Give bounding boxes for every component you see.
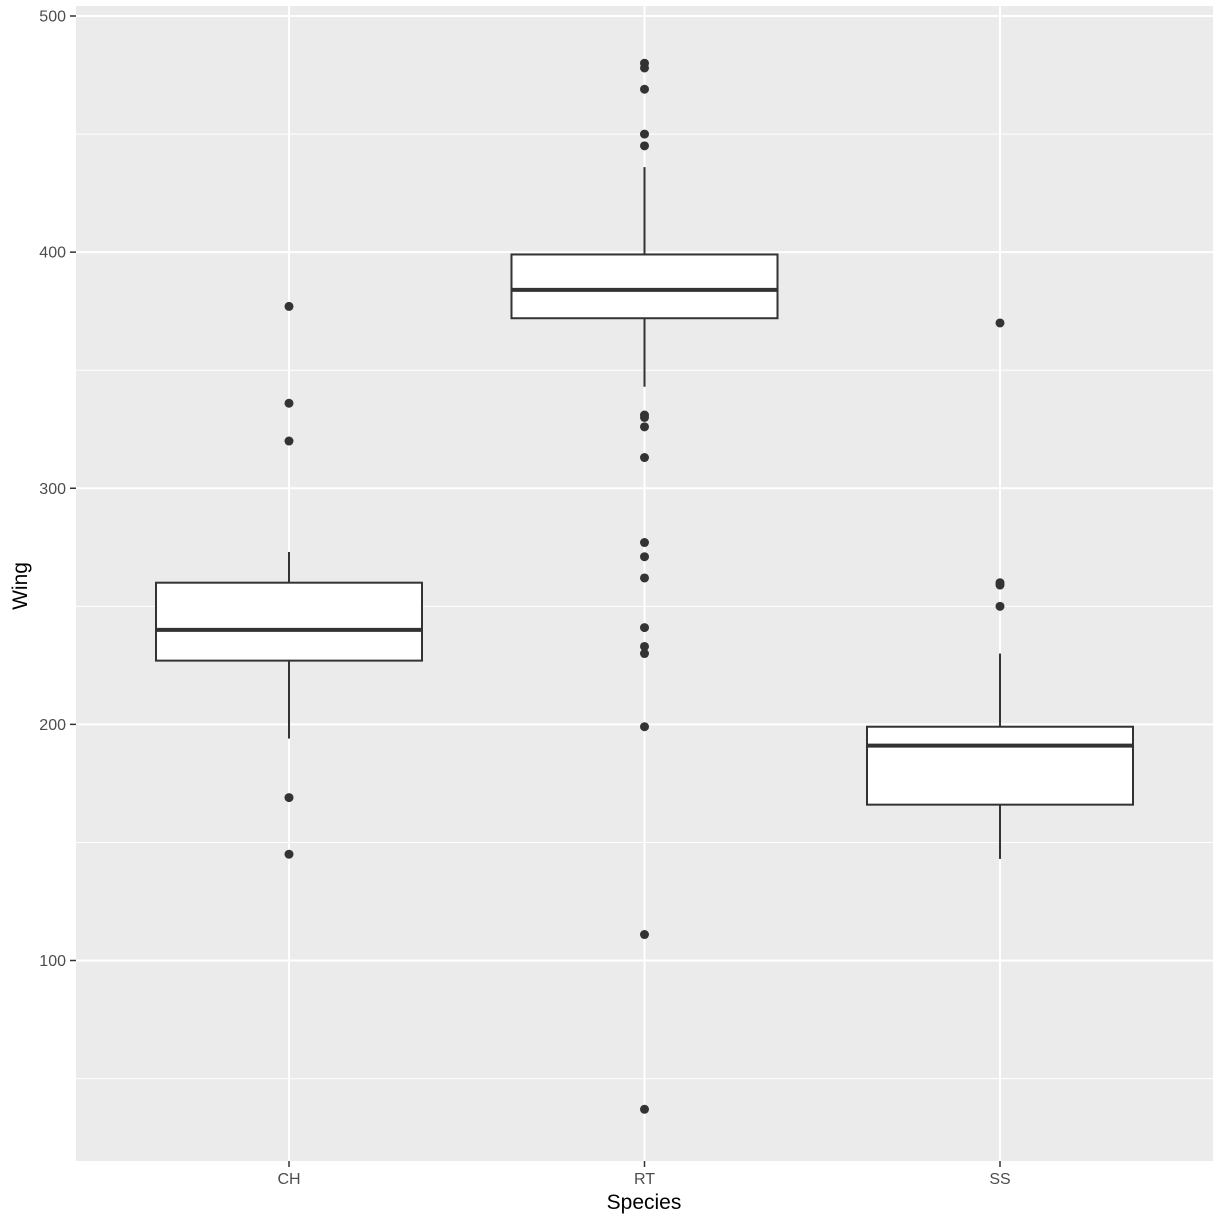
y-tick-label-500: 500: [39, 9, 66, 26]
box-RT: [510, 253, 779, 320]
outlier-point-CH-4: [284, 849, 294, 859]
outlier-point-RT-13: [640, 641, 649, 651]
outlier-point-RT-17: [640, 1104, 649, 1114]
box-group-RT: [510, 58, 779, 1114]
x-tick-label-CH: CH: [277, 1171, 300, 1188]
x-tick-label-RT: RT: [634, 1171, 655, 1188]
outlier-point-CH-2: [284, 436, 294, 446]
outlier-point-RT-7: [640, 422, 649, 432]
box-group-CH: [155, 301, 423, 859]
x-axis-title: Species: [607, 1191, 682, 1214]
outlier-point-RT-14: [640, 649, 649, 659]
outlier-point-RT-15: [640, 722, 649, 732]
outlier-point-RT-9: [640, 538, 649, 548]
box-CH: [155, 581, 423, 662]
x-axis: CH RT SS: [277, 1161, 1011, 1188]
y-axis: 100 200 300 400 500: [39, 9, 76, 970]
y-tick-label-400: 400: [39, 245, 66, 262]
outlier-point-CH-1: [284, 398, 294, 408]
y-axis-title: Wing: [9, 562, 32, 610]
outlier-point-RT-1: [640, 63, 649, 73]
outlier-point-RT-3: [640, 129, 649, 139]
outlier-point-RT-8: [640, 453, 649, 463]
outlier-point-CH-3: [284, 793, 294, 803]
outlier-point-RT-10: [640, 552, 649, 562]
box-SS: [866, 725, 1134, 806]
outlier-point-RT-2: [640, 84, 649, 94]
y-tick-label-200: 200: [39, 717, 66, 734]
outlier-point-RT-11: [640, 573, 649, 583]
outlier-point-RT-12: [640, 623, 649, 633]
box-layer: [155, 58, 1134, 1114]
y-tick-label-300: 300: [39, 481, 66, 498]
outlier-point-SS-0: [995, 318, 1005, 328]
outlier-point-CH-0: [284, 301, 294, 311]
outlier-point-RT-4: [640, 141, 649, 151]
box-group-SS: [866, 318, 1134, 859]
outlier-point-RT-16: [640, 930, 649, 940]
outlier-point-RT-6: [640, 412, 649, 422]
outlier-point-SS-3: [995, 601, 1005, 611]
y-tick-label-100: 100: [39, 953, 66, 970]
x-tick-label-SS: SS: [989, 1171, 1010, 1188]
outlier-point-SS-2: [995, 580, 1005, 590]
